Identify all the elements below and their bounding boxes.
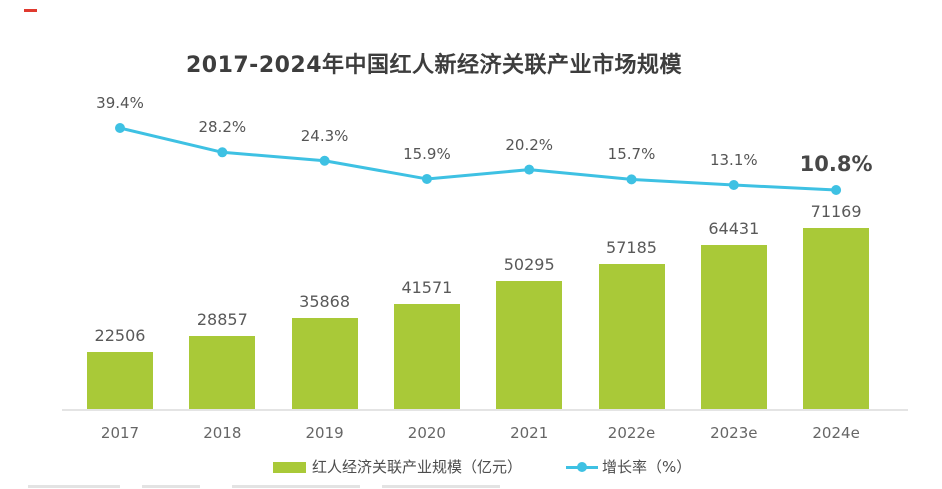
growth-label-2023e: 13.1% — [709, 151, 758, 170]
bar-value-label-2022e: 57185 — [606, 238, 657, 257]
x-axis-label-2023e: 2023e — [710, 424, 758, 442]
growth-point-2024e — [831, 185, 842, 196]
growth-point-2018 — [217, 147, 228, 158]
growth-point-2022e — [626, 174, 637, 185]
growth-label-2024e: 10.8% — [799, 152, 873, 176]
bar-2024e — [803, 228, 870, 410]
legend-line-label: 增长率（%） — [602, 458, 692, 476]
legend-bar-swatch — [273, 462, 306, 473]
x-axis-label-2024e: 2024e — [812, 424, 860, 442]
bar-value-label-2017: 22506 — [94, 326, 146, 345]
bar-2022e — [598, 264, 665, 410]
growth-point-2020 — [421, 173, 432, 184]
red-dash-mark — [24, 9, 37, 12]
x-axis-label-2017: 2017 — [100, 424, 140, 442]
bar-2023e — [700, 245, 767, 410]
growth-point-2017 — [115, 123, 125, 133]
growth-label-2017: 39.4% — [96, 94, 144, 112]
x-axis-baseline — [62, 409, 908, 411]
bar-2018 — [189, 336, 256, 410]
bar-2017 — [87, 352, 153, 410]
growth-point-2023e — [728, 180, 739, 191]
x-axis-label-2020: 2020 — [407, 424, 446, 442]
bar-value-label-2024e: 71169 — [810, 202, 862, 221]
bar-value-label-2020: 41571 — [401, 278, 453, 297]
growth-point-2021 — [524, 164, 535, 175]
chart-title: 2017-2024年中国红人新经济关联产业市场规模 — [185, 53, 683, 78]
legend-line-dot-icon — [577, 462, 587, 472]
bar-2020 — [393, 304, 460, 410]
x-axis-label-2019: 2019 — [305, 424, 344, 442]
legend: 红人经济关联产业规模（亿元） 增长率（%） — [0, 456, 942, 482]
cropped-text-artifact — [382, 485, 500, 488]
growth-label-2020: 15.9% — [403, 144, 451, 163]
x-axis-label-2018: 2018 — [203, 424, 242, 442]
bar-value-label-2019: 35868 — [299, 292, 351, 311]
bar-value-label-2021: 50295 — [503, 255, 555, 274]
bar-2019 — [291, 318, 358, 410]
bar-value-label-2018: 28857 — [196, 310, 248, 329]
growth-label-2022e: 15.7% — [607, 145, 656, 164]
bar-value-label-2023e: 64431 — [708, 219, 760, 238]
growth-label-2018: 28.2% — [198, 118, 247, 137]
bar-2021 — [496, 281, 563, 410]
cropped-text-artifact — [142, 485, 200, 488]
x-axis-label-2022e: 2022e — [607, 424, 656, 442]
growth-label-2019: 24.3% — [300, 126, 349, 145]
cropped-text-artifact — [232, 485, 360, 488]
cropped-text-artifact — [28, 485, 120, 488]
growth-point-2019 — [319, 155, 330, 166]
growth-label-2021: 20.2% — [505, 135, 554, 154]
legend-bar-label: 红人经济关联产业规模（亿元） — [312, 458, 523, 476]
growth-line — [118, 126, 838, 192]
x-axis-label-2021: 2021 — [510, 424, 549, 442]
